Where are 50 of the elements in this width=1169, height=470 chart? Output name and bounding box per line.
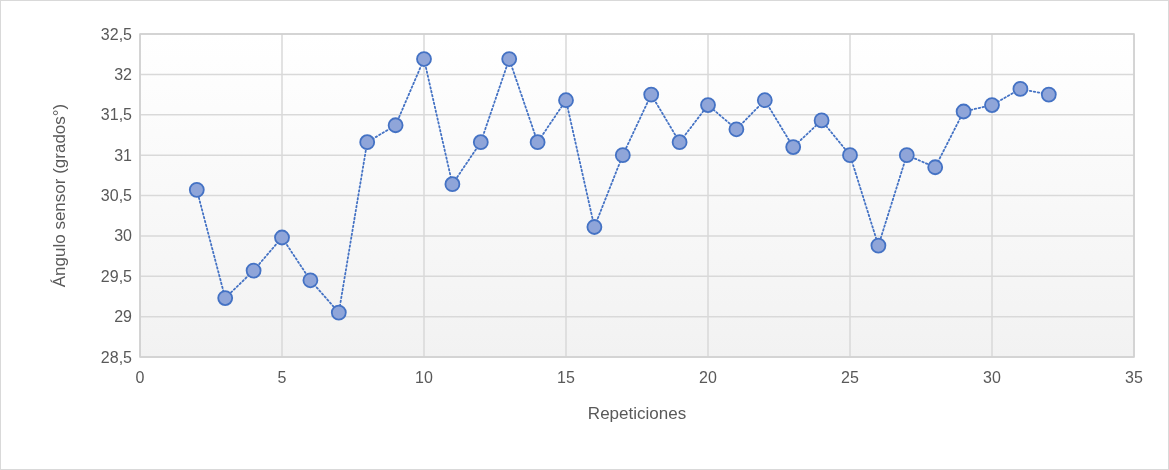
y-tick-label: 31 (114, 146, 133, 164)
point (416, 51, 432, 67)
x-tick-label: 15 (557, 369, 575, 386)
point (501, 51, 518, 67)
point (472, 134, 489, 151)
point (387, 117, 404, 134)
point (586, 219, 603, 235)
y-tick-label: 28,5 (100, 348, 133, 366)
point (955, 103, 972, 120)
point (330, 304, 347, 321)
point (302, 272, 319, 289)
point (274, 229, 290, 246)
x-tick-label: 10 (415, 369, 433, 386)
point (984, 97, 1000, 113)
point (1040, 86, 1057, 103)
point (643, 86, 660, 103)
y-tick-label: 29,5 (100, 267, 133, 285)
y-tick-label: 30,5 (100, 187, 133, 205)
x-tick-label: 0 (135, 369, 145, 386)
x-tick-label: 25 (841, 369, 859, 386)
point (614, 147, 631, 164)
point (558, 92, 574, 109)
point (813, 112, 830, 129)
x-tick-label: 35 (1125, 369, 1143, 386)
point (359, 134, 376, 151)
x-axis-title: Repeticiones (587, 404, 687, 423)
y-axis-title: Ángulo sensor (grados°) (50, 103, 69, 288)
x-tick-label: 5 (277, 369, 287, 386)
point (700, 97, 716, 113)
y-tick-label: 32 (114, 65, 133, 83)
x-tick-label: 30 (983, 369, 1001, 386)
point (870, 237, 887, 254)
y-tick-label: 30 (114, 227, 133, 245)
point (756, 92, 773, 109)
point (728, 121, 745, 138)
point (671, 134, 688, 151)
point (529, 134, 546, 151)
point (898, 147, 915, 164)
point (785, 139, 802, 155)
y-tick-label: 32,5 (100, 25, 133, 43)
point (842, 147, 858, 164)
x-tick-label: 20 (699, 369, 717, 386)
point (245, 262, 262, 279)
point (927, 159, 944, 176)
point (444, 176, 461, 193)
y-tick-label: 31,5 (100, 106, 133, 124)
point (217, 290, 234, 306)
point (188, 181, 205, 198)
point (1012, 81, 1029, 97)
y-tick-label: 29 (114, 308, 133, 326)
